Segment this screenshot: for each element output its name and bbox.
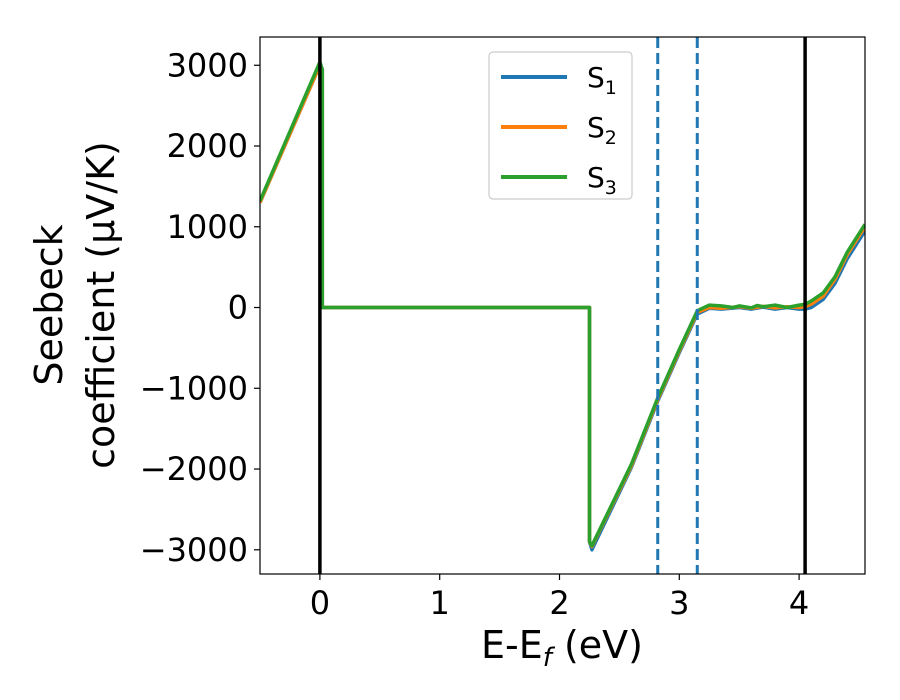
y-axis-label-line1: Seebeck <box>27 224 71 385</box>
x-tick-label: 0 <box>310 584 330 622</box>
x-axis-label: E-Ef (eV) <box>481 623 643 673</box>
y-tick-label: 2000 <box>167 127 248 165</box>
legend-label-1: S1 <box>587 61 617 99</box>
y-tick-label: −3000 <box>140 531 248 569</box>
y-axis-label-line2: coefficient (μV/K) <box>79 141 123 469</box>
plot-frame <box>259 36 866 575</box>
x-tick-label: 2 <box>549 584 569 622</box>
y-tick-label: 0 <box>228 289 248 327</box>
y-tick-label: −1000 <box>140 369 248 407</box>
x-tick-label: 3 <box>669 584 689 622</box>
x-tick-label: 1 <box>430 584 450 622</box>
y-tick-label: 3000 <box>167 46 248 84</box>
y-tick-label: −2000 <box>140 450 248 488</box>
series-line-3 <box>260 60 865 548</box>
legend-label-2: S2 <box>587 111 617 149</box>
y-tick-label: 1000 <box>167 208 248 246</box>
x-axis-label-main: E-E <box>481 623 543 667</box>
legend: S1 S2 S3 <box>488 51 633 200</box>
x-axis-label-tail: (eV) <box>552 623 643 667</box>
x-tick-label: 4 <box>789 584 809 622</box>
legend-label-3: S3 <box>587 161 617 199</box>
